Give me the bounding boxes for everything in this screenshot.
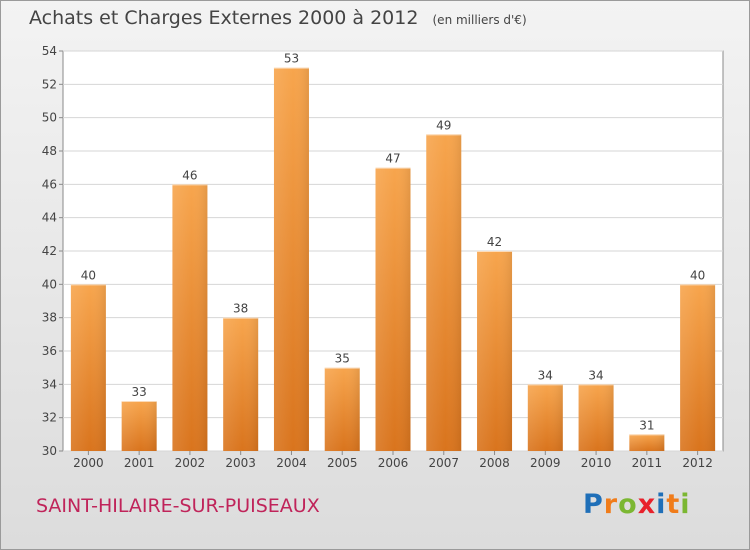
y-tick-label: 48 (42, 144, 57, 158)
bar-shade (527, 384, 563, 451)
y-tick-label: 36 (42, 344, 57, 358)
bar-shade (324, 367, 360, 451)
x-tick-label: 2010 (581, 456, 612, 470)
bar-value-label: 40 (81, 268, 96, 282)
logo-letter: o (618, 489, 638, 520)
logo-letter: i (680, 489, 691, 520)
y-tick-label: 32 (42, 411, 57, 425)
x-axis: 2000 2001 2002 2003 2004 2005 2006 2007 2008 2009… (73, 451, 713, 470)
y-tick-label: 38 (42, 311, 57, 325)
logo-letter: t (666, 489, 681, 520)
logo-letter: r (603, 489, 619, 520)
logo-letter: P (583, 489, 604, 520)
y-tick-label: 34 (42, 377, 57, 391)
bars: 40 33 46 38 53 35 47 49 42 34 34 31 40 (70, 52, 716, 452)
x-tick-label: 2004 (276, 456, 307, 470)
bar-shade (172, 184, 208, 452)
town-name: SAINT-HILAIRE-SUR-PUISEAUX (36, 495, 320, 517)
bar-shade (629, 434, 665, 451)
bar-shade (578, 384, 614, 451)
bar-shade (223, 317, 259, 451)
y-tick-label: 46 (42, 177, 57, 191)
bar-value-label: 47 (385, 152, 400, 166)
bar-value-label: 46 (182, 168, 197, 182)
bar-value-label: 35 (335, 352, 350, 366)
x-tick-label: 2006 (378, 456, 409, 470)
bar-value-label: 34 (588, 368, 603, 382)
bar-shade (426, 134, 462, 452)
logo-letter: i (656, 489, 667, 520)
bar-shade (680, 284, 716, 451)
logo-letter: x (637, 489, 657, 520)
x-tick-label: 2009 (530, 456, 561, 470)
y-axis: 30 32 34 36 38 40 42 44 46 48 50 52 54 (42, 44, 63, 458)
chart-title-text: Achats et Charges Externes 2000 à 2012 (29, 7, 419, 29)
y-tick-label: 40 (42, 277, 57, 291)
x-tick-label: 2008 (479, 456, 510, 470)
bar-value-label: 33 (132, 385, 147, 399)
proxiti-logo[interactable]: Proxiti (583, 489, 691, 520)
y-tick-label: 52 (42, 77, 57, 91)
bar-value-label: 34 (538, 368, 553, 382)
bar-value-label: 42 (487, 235, 502, 249)
x-tick-label: 2001 (124, 456, 155, 470)
y-tick-label: 30 (42, 444, 57, 458)
bar-shade (375, 167, 411, 451)
x-tick-label: 2000 (73, 456, 104, 470)
bar-shade (121, 401, 157, 451)
x-tick-label: 2005 (327, 456, 358, 470)
y-tick-label: 44 (42, 211, 57, 225)
bar-value-label: 49 (436, 118, 451, 132)
x-tick-label: 2003 (225, 456, 256, 470)
chart-subtitle: (en milliers d'€) (432, 13, 527, 27)
x-tick-label: 2012 (682, 456, 713, 470)
bar-shade (477, 251, 513, 451)
x-tick-label: 2007 (428, 456, 459, 470)
x-tick-label: 2011 (632, 456, 663, 470)
y-tick-label: 42 (42, 244, 57, 258)
y-tick-label: 54 (42, 44, 57, 58)
bar-value-label: 53 (284, 52, 299, 66)
x-tick-label: 2002 (175, 456, 206, 470)
chart-title: Achats et Charges Externes 2000 à 2012 (… (29, 7, 527, 29)
bar-value-label: 31 (639, 418, 654, 432)
y-tick-label: 50 (42, 111, 57, 125)
bar-shade (70, 284, 106, 451)
bar-shade (273, 67, 309, 452)
bar-value-label: 38 (233, 302, 248, 316)
bar-value-label: 40 (690, 268, 705, 282)
